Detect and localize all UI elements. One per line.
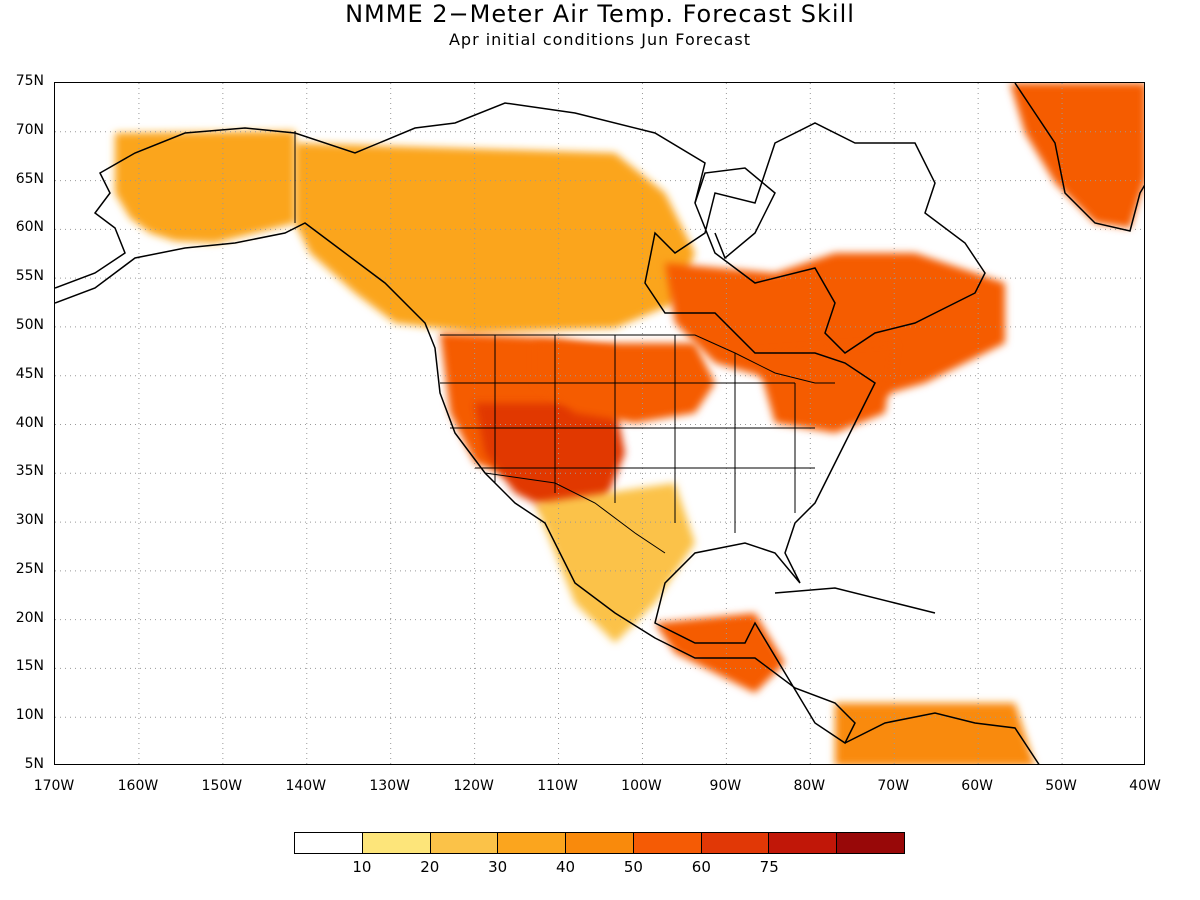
lat-tick-label: 65N: [15, 170, 44, 187]
lon-tick-label: 90W: [709, 778, 742, 794]
lat-tick-label: 10N: [15, 707, 44, 724]
colorbar-swatch: [769, 833, 838, 853]
lat-tick-label: 45N: [15, 365, 44, 382]
region-central-america: [655, 613, 785, 693]
lat-tick-label: 70N: [15, 121, 44, 138]
lon-tick-label: 140W: [285, 778, 327, 794]
colorbar-tick-label: 20: [420, 858, 440, 876]
lat-tick-label: 35N: [15, 463, 44, 480]
coastline-caribbean: [774, 587, 936, 614]
lat-tick-label: 5N: [24, 756, 44, 772]
lat-tick-label: 15N: [15, 658, 44, 675]
lon-tick-label: 130W: [369, 778, 410, 794]
lat-tick-label: 75N: [15, 73, 44, 89]
coastline-south-america: [844, 712, 1040, 764]
lat-tick-label: 30N: [15, 512, 44, 529]
colorbar-tick-label: 30: [488, 858, 508, 876]
lon-tick-label: 50W: [1045, 778, 1077, 794]
lon-tick-label: 150W: [201, 778, 243, 794]
lon-tick-label: 80W: [793, 778, 826, 794]
lon-tick-label: 170W: [33, 778, 75, 794]
border-us-canada: [440, 334, 835, 384]
colorbar: [294, 832, 905, 854]
skill-fill-layer: [115, 83, 1144, 764]
coastline-greenland: [1014, 83, 1144, 232]
colorbar-swatch: [295, 833, 363, 853]
forecast-skill-map: [55, 83, 1144, 764]
lat-tick-label: 60N: [15, 219, 44, 236]
lat-tick-label: 50N: [15, 316, 44, 333]
region-northeast-us: [755, 343, 895, 433]
coastline-hudson-bay: [694, 167, 776, 260]
colorbar-swatch: [566, 833, 634, 853]
border-us-mexico: [484, 472, 666, 554]
border-state-grid-1: [494, 335, 796, 533]
lon-tick-label: 100W: [621, 778, 662, 794]
colorbar-tick-label: 60: [691, 858, 711, 876]
colorbar-swatch: [498, 833, 567, 853]
region-alaska: [115, 131, 295, 243]
coastlines: [55, 83, 1144, 764]
chart-subtitle: Apr initial conditions Jun Forecast: [448, 30, 752, 49]
lat-tick-label: 40N: [15, 414, 44, 431]
colorbar-swatch: [837, 833, 905, 853]
colorbar-tick-label: 50: [623, 858, 643, 876]
region-southwest: [475, 403, 625, 513]
colorbar-tick-label: 10: [352, 858, 372, 876]
lat-tick-label: 55N: [15, 268, 44, 285]
lon-tick-label: 110W: [537, 778, 578, 794]
region-canada-east: [665, 253, 1005, 403]
colorbar-swatch: [430, 833, 499, 853]
political-borders: [294, 131, 835, 554]
colorbar-tick-label: 40: [556, 858, 576, 876]
colorbar-tick-label: 75: [759, 858, 779, 876]
region-mexico: [535, 483, 695, 643]
lon-tick-label: 60W: [961, 778, 993, 794]
lat-tick-label: 20N: [15, 609, 44, 626]
lon-tick-label: 40W: [1129, 778, 1161, 794]
region-greenland: [1010, 83, 1144, 228]
lon-tick-label: 160W: [117, 778, 159, 794]
lon-tick-label: 120W: [453, 778, 494, 794]
coastline-north-america: [55, 102, 986, 745]
colorbar-swatch: [633, 833, 702, 853]
map-plot-area: [54, 82, 1145, 765]
lon-tick-label: 70W: [877, 778, 910, 794]
region-canada-west: [295, 143, 695, 333]
border-state-grid-2: [440, 382, 815, 469]
chart-title: NMME 2−Meter Air Temp. Forecast Skill: [345, 0, 855, 28]
graticule: [55, 83, 1144, 764]
colorbar-swatch: [701, 833, 770, 853]
region-south-america-north: [835, 703, 1035, 764]
lat-tick-label: 25N: [15, 560, 44, 577]
colorbar-swatch: [362, 833, 431, 853]
